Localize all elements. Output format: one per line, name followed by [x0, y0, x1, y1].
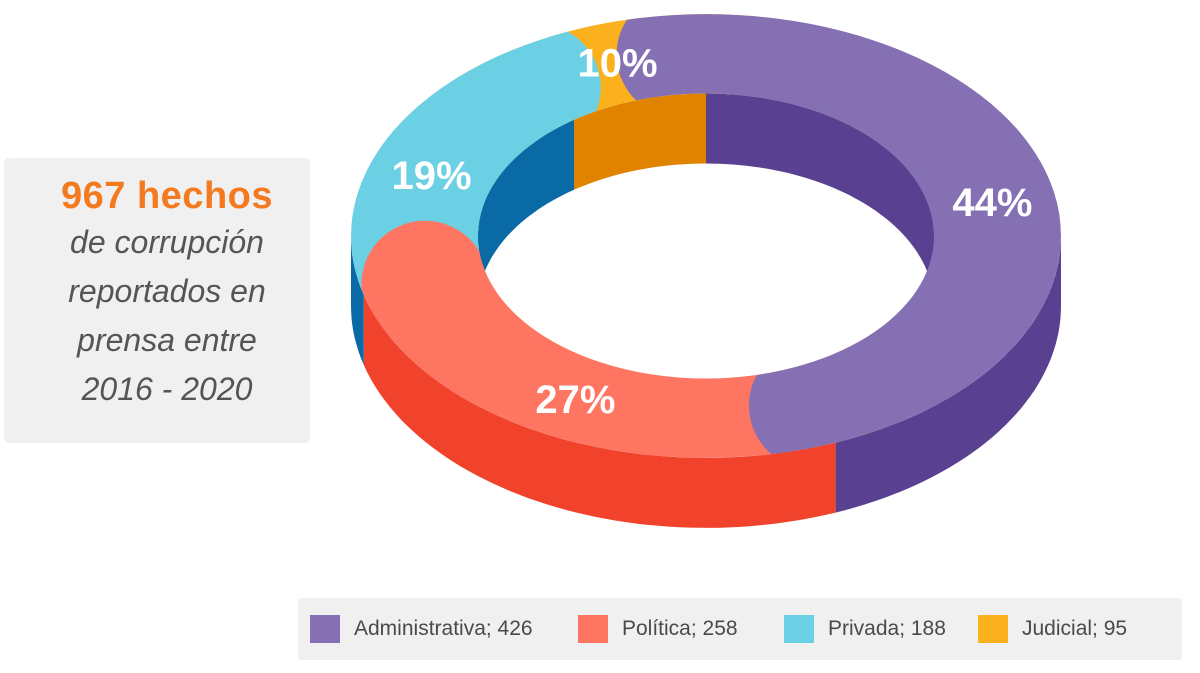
legend-item-administrativa: Administrativa; 426 — [310, 615, 533, 643]
slice-percent-label: 10% — [577, 41, 657, 85]
donut-outer-wall — [363, 294, 836, 528]
legend-swatch — [784, 615, 814, 643]
donut-outer-wall — [835, 236, 1061, 513]
summary-highlight: 967 hechos — [61, 175, 273, 217]
summary-line: 2016 - 2020 — [81, 371, 253, 407]
legend-swatch — [978, 615, 1008, 643]
donut-inner-wall — [574, 93, 706, 190]
legend-label: Judicial; 95 — [1022, 617, 1128, 640]
donut-inner-wall — [478, 119, 574, 306]
legend-label: Política; 258 — [622, 617, 738, 640]
slice-percent-label: 27% — [535, 378, 615, 422]
legend-item-politica: Política; 258 — [578, 615, 738, 643]
summary-line: prensa entre — [77, 322, 257, 358]
legend-swatch — [310, 615, 340, 643]
slice-percent-label: 44% — [952, 181, 1032, 225]
legend-item-privada: Privada; 188 — [784, 615, 946, 643]
summary-box: 967 hechos de corrupción reportados en p… — [4, 158, 310, 443]
donut-slice-administrativa — [616, 14, 1061, 458]
legend-label: Administrativa; 426 — [354, 617, 533, 640]
donut-inner-wall — [706, 93, 934, 306]
donut-chart: 44% 27% 19% 10% — [351, 14, 1061, 528]
legend-label: Privada; 188 — [828, 617, 946, 640]
slice-percent-label: 19% — [391, 154, 471, 198]
summary-line: reportados en — [68, 273, 266, 309]
chart-legend: Administrativa; 426 Política; 258 Privad… — [298, 598, 1182, 660]
legend-swatch — [578, 615, 608, 643]
summary-line: de corrupción — [70, 224, 264, 260]
legend-item-judicial: Judicial; 95 — [978, 615, 1127, 643]
donut-outer-wall — [351, 236, 364, 365]
